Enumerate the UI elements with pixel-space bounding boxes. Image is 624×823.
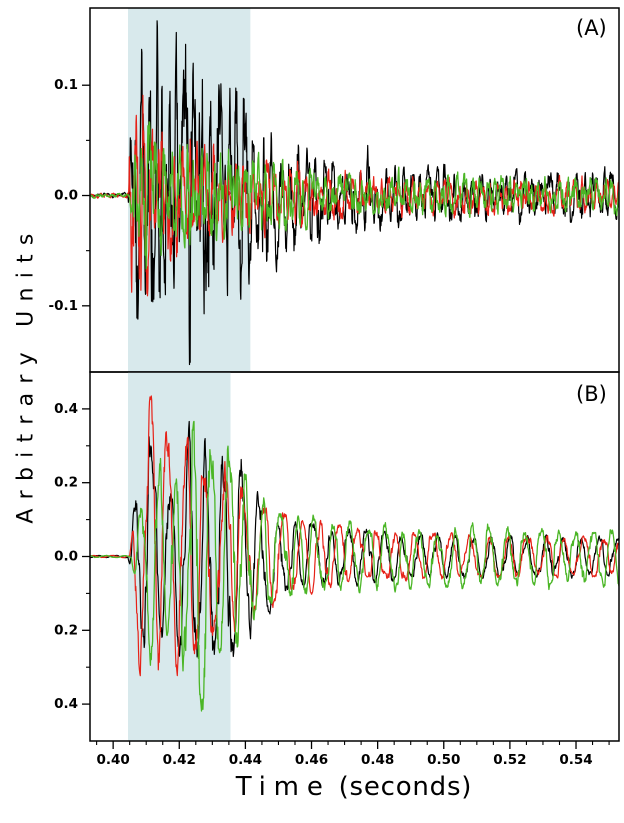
y-tick-label: 0.4 bbox=[54, 696, 78, 712]
x-tick-label: 0.46 bbox=[295, 752, 328, 768]
x-tick-label: 0.42 bbox=[163, 752, 196, 768]
panel-b-label: (B) bbox=[576, 382, 607, 406]
x-axis-label: Time (seconds) bbox=[236, 772, 472, 802]
trace-green bbox=[90, 420, 619, 712]
y-tick-label: -0.1 bbox=[48, 298, 78, 314]
y-tick-label: 0.4 bbox=[54, 401, 78, 417]
y-axis-label: Arbitrary Units bbox=[13, 224, 39, 524]
panel-a-label: (A) bbox=[576, 16, 607, 40]
x-tick-label: 0.44 bbox=[229, 752, 262, 768]
y-tick-label: 0.1 bbox=[54, 77, 78, 93]
x-tick-label: 0.54 bbox=[559, 752, 592, 768]
panel-a-plot bbox=[90, 8, 619, 372]
y-tick-label: 0.2 bbox=[54, 622, 78, 638]
y-tick-label: 0.2 bbox=[54, 475, 78, 491]
x-tick-label: 0.40 bbox=[96, 752, 129, 768]
x-axis-label-time: Time bbox=[235, 772, 331, 802]
trace-green bbox=[90, 121, 619, 270]
x-tick-label: 0.52 bbox=[493, 752, 526, 768]
y-tick-label: 0.0 bbox=[54, 188, 78, 204]
trace-red bbox=[90, 395, 619, 677]
x-tick-label: 0.50 bbox=[427, 752, 460, 768]
x-tick-label: 0.48 bbox=[361, 752, 394, 768]
panel-b-plot bbox=[90, 372, 619, 741]
x-axis-label-units: (seconds) bbox=[338, 772, 473, 802]
y-tick-label: 0.0 bbox=[54, 549, 78, 565]
